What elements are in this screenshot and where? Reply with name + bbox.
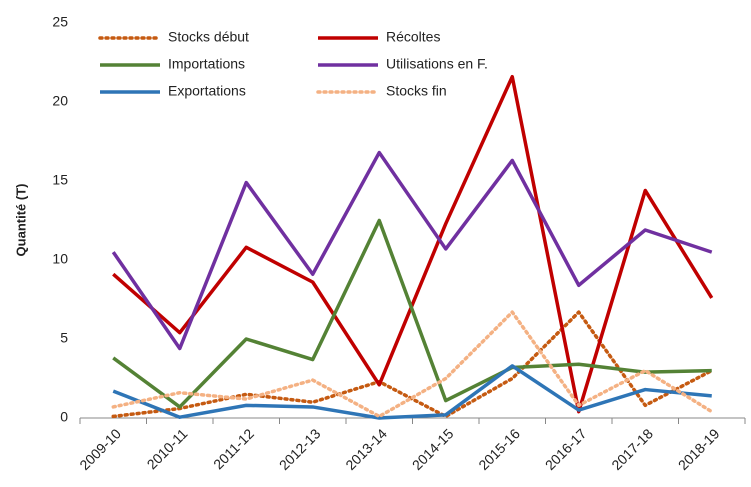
y-tick-label: 0: [60, 409, 68, 425]
x-tick-label: 2014-15: [409, 425, 457, 473]
y-tick-label: 5: [60, 330, 68, 346]
x-tick-label: 2013-14: [342, 425, 390, 473]
x-tick-label: 2011-12: [210, 425, 257, 472]
legend-label: Récoltes: [386, 29, 440, 45]
x-tick-label: 2015-16: [475, 425, 523, 473]
legend-label: Stocks fin: [386, 83, 447, 99]
series-line: [112, 218, 712, 409]
y-tick-label: 20: [52, 93, 68, 109]
legend-label: Stocks début: [168, 29, 249, 45]
x-tick-label: 2009-10: [76, 425, 124, 473]
series-line: [112, 364, 712, 420]
series-line: [111, 310, 714, 419]
series-line: [112, 74, 714, 414]
legend-label: Importations: [168, 56, 245, 72]
series-line: [111, 150, 713, 351]
x-tick-label: 2018-19: [675, 425, 723, 473]
y-tick-label: 10: [52, 251, 68, 267]
legend-label: Exportations: [168, 83, 246, 99]
y-axis-label: Quantité (T): [13, 184, 28, 257]
x-tick-label: 2016-17: [542, 425, 590, 473]
x-tick-label: 2012-13: [276, 425, 324, 473]
legend-label: Utilisations en F.: [386, 56, 488, 72]
y-tick-label: 15: [52, 172, 68, 188]
x-tick-label: 2017-18: [608, 425, 656, 473]
x-tick-label: 2010-11: [144, 425, 191, 472]
y-tick-label: 25: [52, 14, 68, 30]
series-line: [111, 310, 714, 419]
